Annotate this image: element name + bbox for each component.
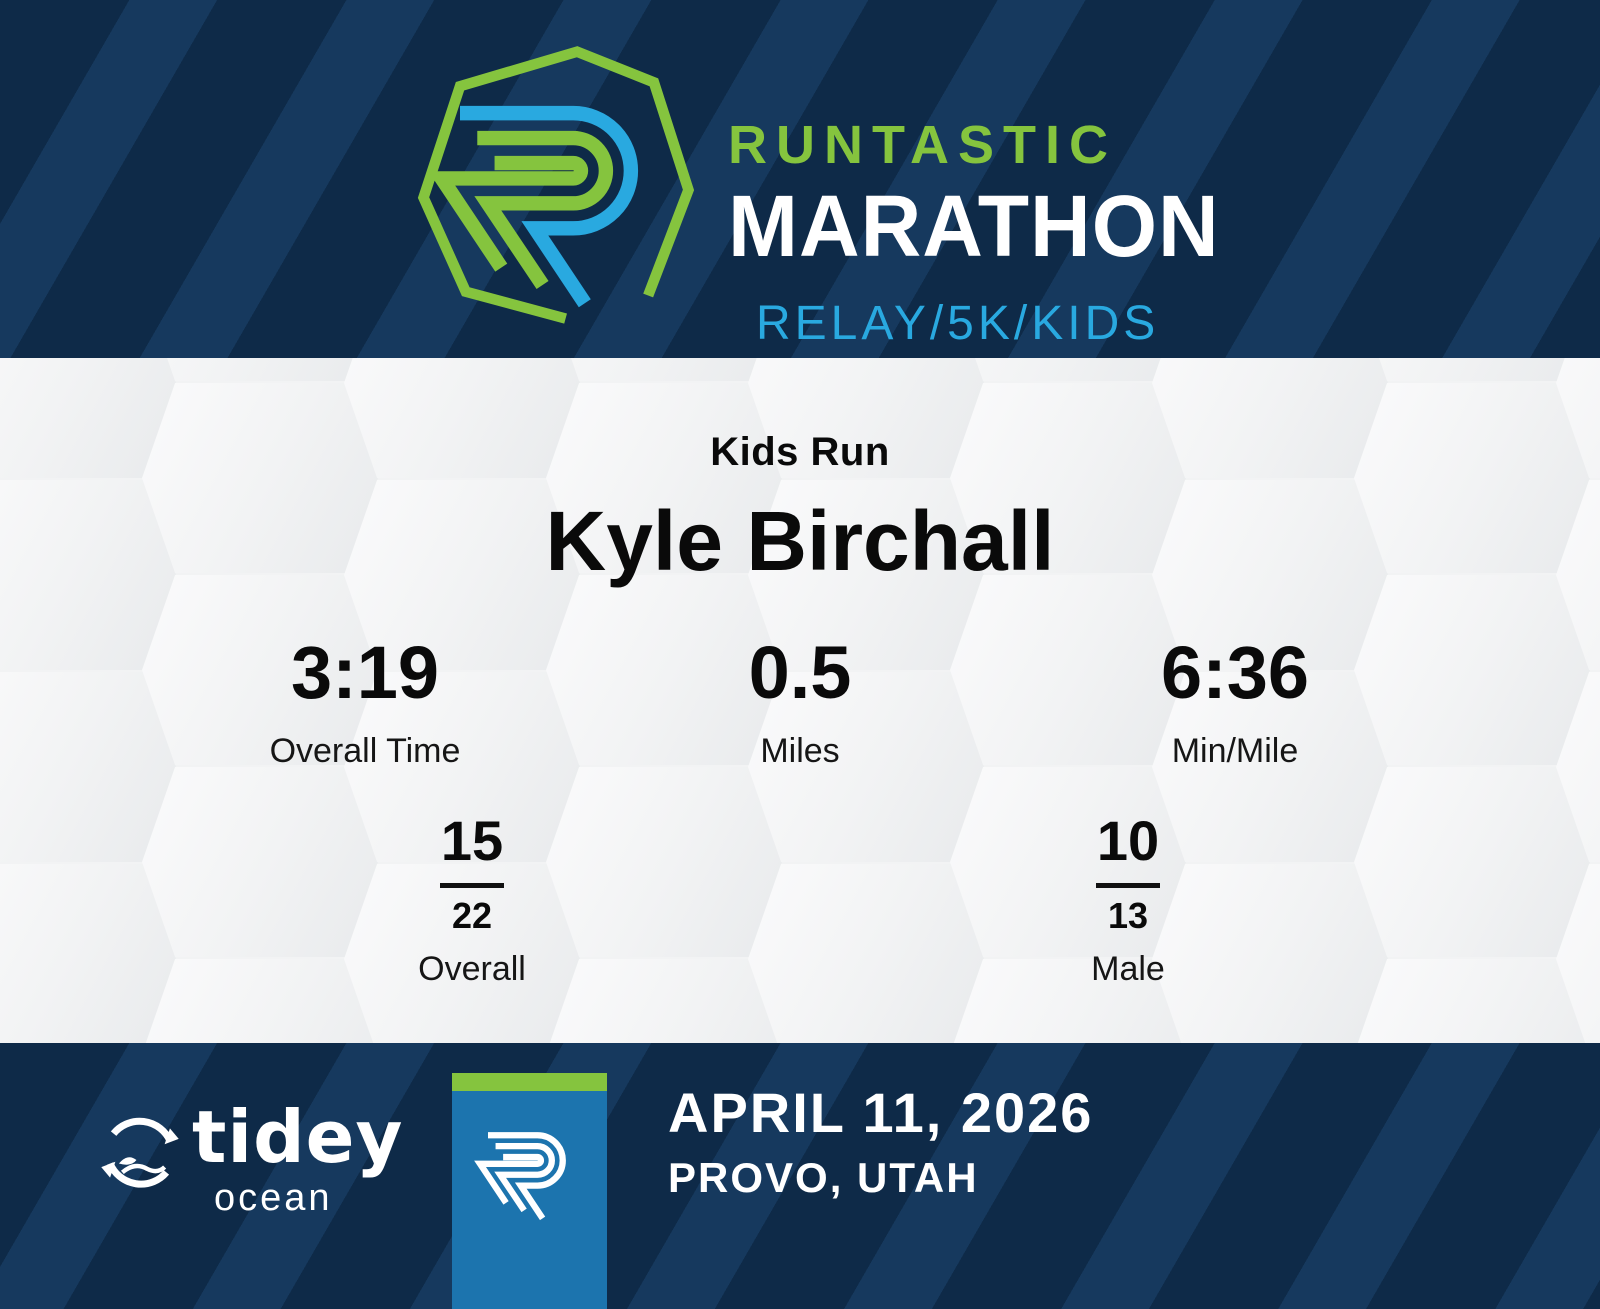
hexagon-tile bbox=[1152, 358, 1388, 478]
hexagon-tile bbox=[142, 383, 378, 573]
hexagon-pattern bbox=[0, 358, 1600, 1043]
hexagon-tile bbox=[748, 864, 984, 1043]
stat-overall-time: 3:19 Overall Time bbox=[148, 636, 583, 771]
hexagon-tile bbox=[1152, 672, 1388, 862]
sponsor-sub: ocean bbox=[214, 1177, 333, 1219]
stat-label: Overall Time bbox=[269, 732, 461, 770]
footer-r-badge bbox=[452, 1073, 607, 1309]
badge-blue-box bbox=[452, 1091, 607, 1309]
hexagon-tile bbox=[344, 480, 580, 670]
rank-row: 15 22 Overall 10 13 Male bbox=[0, 813, 1600, 989]
hexagon-tile bbox=[0, 480, 176, 670]
stat-value: 6:36 bbox=[1160, 631, 1310, 714]
event-title-line1: RUNTASTIC bbox=[728, 115, 1117, 175]
logo-r-glyph-icon bbox=[442, 113, 631, 303]
race-label: Kids Run bbox=[710, 430, 890, 474]
hexagon-tile bbox=[1152, 864, 1388, 1043]
event-location: PROVO, UTAH bbox=[668, 1154, 979, 1201]
hexagon-tile bbox=[142, 575, 378, 765]
event-title-line2: MARATHON bbox=[728, 176, 1220, 275]
rank-divider bbox=[440, 883, 504, 888]
rank-total: 13 bbox=[1107, 895, 1149, 936]
hexagon-tile bbox=[748, 672, 984, 862]
event-title-block: RUNTASTIC MARATHON RELAY/5K/KIDS bbox=[728, 118, 1288, 348]
hexagon-tile bbox=[546, 575, 782, 765]
rank-total: 22 bbox=[451, 895, 493, 936]
sponsor-logo: tidey ocean bbox=[96, 1101, 402, 1251]
stat-pace: 6:36 Min/Mile bbox=[1018, 636, 1453, 771]
hexagon-tile bbox=[1152, 480, 1388, 670]
stat-value: 3:19 bbox=[290, 631, 440, 714]
hexagon-tile bbox=[546, 358, 782, 381]
stat-miles: 0.5 Miles bbox=[583, 636, 1018, 771]
stat-label: Min/Mile bbox=[1171, 732, 1299, 770]
stat-label: Miles bbox=[760, 732, 840, 770]
hexagon-tile bbox=[0, 358, 176, 478]
hexagon-tile bbox=[546, 767, 782, 957]
rank-label: Overall bbox=[418, 950, 526, 988]
runner-name: Kyle Birchall bbox=[545, 494, 1055, 588]
hexagon-tile bbox=[344, 864, 580, 1043]
hexagon-tile bbox=[1354, 575, 1590, 765]
sponsor-text: tidey ocean bbox=[192, 1101, 403, 1217]
event-banner: RUNTASTIC MARATHON RELAY/5K/KIDS bbox=[0, 0, 1600, 358]
hexagon-tile bbox=[748, 480, 984, 670]
tidey-ocean-icon bbox=[101, 1117, 179, 1188]
hexagon-tile bbox=[950, 767, 1186, 957]
rank-place: 10 bbox=[1096, 809, 1160, 872]
results-content: Kids Run Kyle Birchall 3:19 Overall Time… bbox=[0, 358, 1600, 1043]
hexagon-tile bbox=[950, 959, 1186, 1043]
hexagon-tile bbox=[0, 864, 176, 1043]
event-subtitle: RELAY/5K/KIDS bbox=[756, 297, 1160, 350]
hexagon-tile bbox=[0, 672, 176, 862]
hexagon-tile bbox=[142, 767, 378, 957]
hexagon-tile bbox=[950, 383, 1186, 573]
hexagon-tile bbox=[546, 383, 782, 573]
hexagon-tile bbox=[1354, 767, 1590, 957]
sponsor-name: tidey bbox=[192, 1095, 404, 1179]
results-section: Kids Run Kyle Birchall 3:19 Overall Time… bbox=[0, 358, 1600, 1043]
stat-value: 0.5 bbox=[748, 631, 852, 714]
hexagon-tile bbox=[1354, 358, 1590, 381]
hexagon-tile bbox=[546, 959, 782, 1043]
rank-divider bbox=[1096, 883, 1160, 888]
hexagon-tile bbox=[748, 358, 984, 478]
badge-r-icon bbox=[467, 1105, 593, 1231]
rank-place: 15 bbox=[440, 809, 504, 872]
logo-hexagon-outline bbox=[417, 46, 695, 324]
event-date: APRIL 11, 2026 bbox=[668, 1081, 1094, 1144]
footer-banner: tidey ocean APRIL 11, 2026 PROVO, UTAH bbox=[0, 1043, 1600, 1309]
hexagon-tile bbox=[950, 575, 1186, 765]
hexagon-tile bbox=[142, 358, 378, 381]
rank-male: 10 13 Male bbox=[800, 813, 1456, 989]
badge-green-strip bbox=[452, 1073, 607, 1091]
hexagon-tile bbox=[1354, 383, 1590, 573]
rank-label: Male bbox=[1091, 950, 1165, 988]
hexagon-tile bbox=[950, 358, 1186, 381]
stats-row: 3:19 Overall Time 0.5 Miles 6:36 Min/Mil… bbox=[0, 636, 1600, 771]
hexagon-tile bbox=[1354, 959, 1590, 1043]
hexagon-tile bbox=[344, 358, 580, 478]
hexagon-tile bbox=[142, 959, 378, 1043]
event-when: APRIL 11, 2026 PROVO, UTAH bbox=[668, 1085, 1093, 1199]
runtastic-logo-icon bbox=[417, 46, 695, 324]
hexagon-tile bbox=[344, 672, 580, 862]
rank-overall: 15 22 Overall bbox=[144, 813, 800, 989]
